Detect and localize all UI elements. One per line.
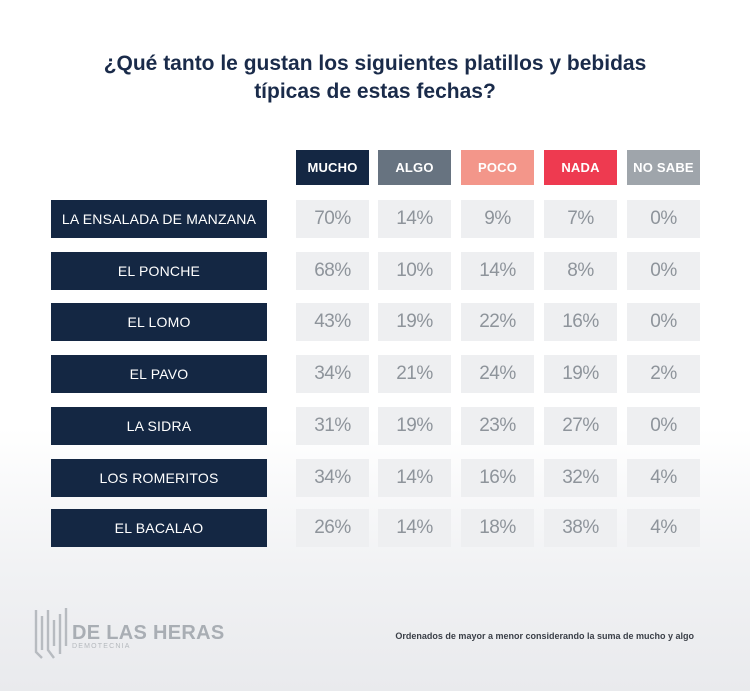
chart-title-line-1: ¿Qué tanto le gustan los siguientes plat…: [60, 50, 690, 78]
value-cell: 10%: [378, 252, 451, 290]
value-cell: 38%: [544, 509, 617, 547]
value-cell: 26%: [296, 509, 369, 547]
value-cell: 0%: [627, 252, 700, 290]
value-cell: 16%: [461, 459, 534, 497]
value-cell: 27%: [544, 407, 617, 445]
row-label: EL PONCHE: [51, 252, 267, 290]
value-cell: 18%: [461, 509, 534, 547]
value-cell: 0%: [627, 200, 700, 238]
footnote: Ordenados de mayor a menor considerando …: [390, 631, 694, 641]
value-cell: 70%: [296, 200, 369, 238]
value-cell: 22%: [461, 303, 534, 341]
value-cell: 4%: [627, 509, 700, 547]
column-header-nada: NADA: [544, 150, 617, 185]
value-cell: 14%: [378, 509, 451, 547]
value-cell: 8%: [544, 252, 617, 290]
column-header-no-sabe: NO SABE: [627, 150, 700, 185]
value-cell: 14%: [461, 252, 534, 290]
value-cell: 24%: [461, 355, 534, 393]
brand-name: DE LAS HERAS: [72, 622, 225, 645]
row-label: EL LOMO: [51, 303, 267, 341]
value-cell: 34%: [296, 355, 369, 393]
value-cell: 0%: [627, 407, 700, 445]
value-cell: 21%: [378, 355, 451, 393]
row-label: EL BACALAO: [51, 509, 267, 547]
row-label: LA ENSALADA DE MANZANA: [51, 200, 267, 238]
chart-title: ¿Qué tanto le gustan los siguientes plat…: [60, 50, 690, 106]
value-cell: 4%: [627, 459, 700, 497]
value-cell: 32%: [544, 459, 617, 497]
value-cell: 34%: [296, 459, 369, 497]
brand-logo-icon: [33, 606, 73, 660]
value-cell: 31%: [296, 407, 369, 445]
row-label: EL PAVO: [51, 355, 267, 393]
value-cell: 14%: [378, 459, 451, 497]
value-cell: 16%: [544, 303, 617, 341]
value-cell: 9%: [461, 200, 534, 238]
value-cell: 0%: [627, 303, 700, 341]
value-cell: 19%: [544, 355, 617, 393]
column-header-algo: ALGO: [378, 150, 451, 185]
chart-title-line-2: típicas de estas fechas?: [60, 78, 690, 106]
value-cell: 7%: [544, 200, 617, 238]
column-header-mucho: MUCHO: [296, 150, 369, 185]
row-label: LOS ROMERITOS: [51, 459, 267, 497]
value-cell: 14%: [378, 200, 451, 238]
value-cell: 68%: [296, 252, 369, 290]
row-label: LA SIDRA: [51, 407, 267, 445]
column-header-poco: POCO: [461, 150, 534, 185]
value-cell: 43%: [296, 303, 369, 341]
brand-subtitle: DEMOTECNIA: [72, 643, 131, 650]
value-cell: 19%: [378, 407, 451, 445]
value-cell: 23%: [461, 407, 534, 445]
value-cell: 2%: [627, 355, 700, 393]
value-cell: 19%: [378, 303, 451, 341]
